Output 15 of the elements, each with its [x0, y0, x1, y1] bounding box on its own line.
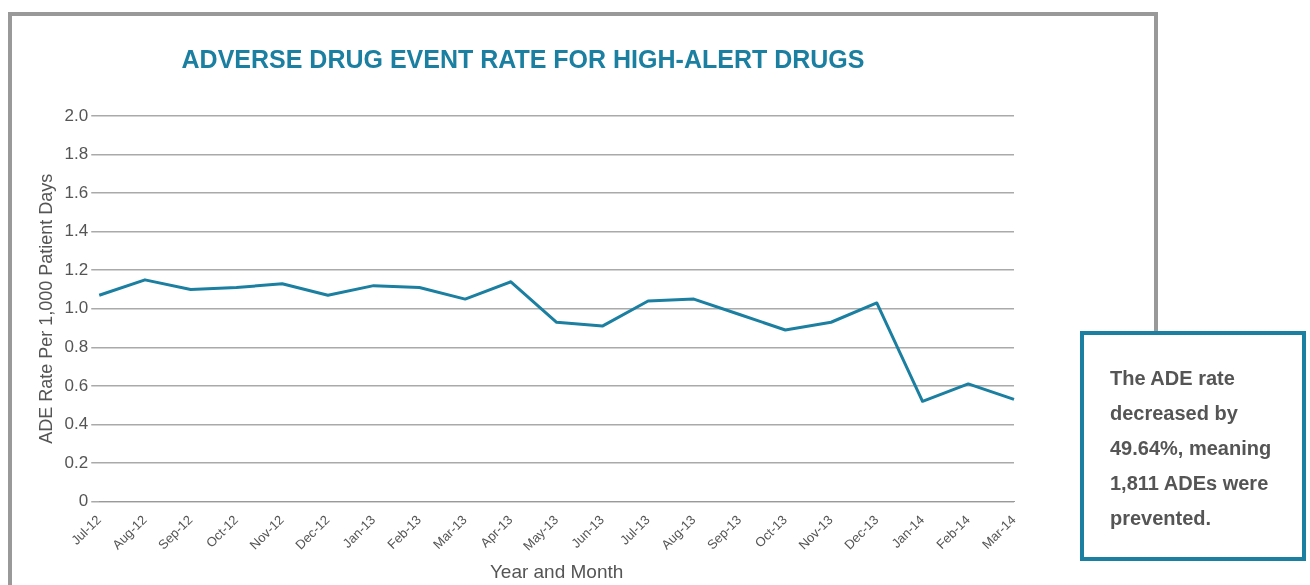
y-tick-label: 0.8 [64, 337, 89, 356]
y-tick-label: 1.6 [64, 182, 89, 202]
y-axis-title: ADE Rate Per 1,000 Patient Days [35, 173, 56, 444]
x-axis-title: Year and Month [489, 560, 624, 582]
y-tick-label: 1.2 [64, 259, 89, 279]
y-tick-label: 1.0 [64, 298, 89, 318]
y-tick-label: 0.6 [64, 375, 89, 395]
text: The ADE rate decreased by 49.64%, meaning 1,811 ADEs were prevented. [1080, 331, 1306, 561]
y-tick-label: 2.0 [64, 105, 89, 125]
y-tick-label: 0.4 [64, 414, 89, 434]
y-tick-label: 0.2 [64, 452, 89, 472]
y-tick-label: 0 [78, 491, 89, 511]
chart-title: ADVERSE DRUG EVENT RATE FOR HIGH-ALERT DRUGS [181, 44, 865, 73]
y-tick-label: 1.8 [64, 144, 89, 164]
y-tick-label: 1.4 [64, 221, 89, 241]
